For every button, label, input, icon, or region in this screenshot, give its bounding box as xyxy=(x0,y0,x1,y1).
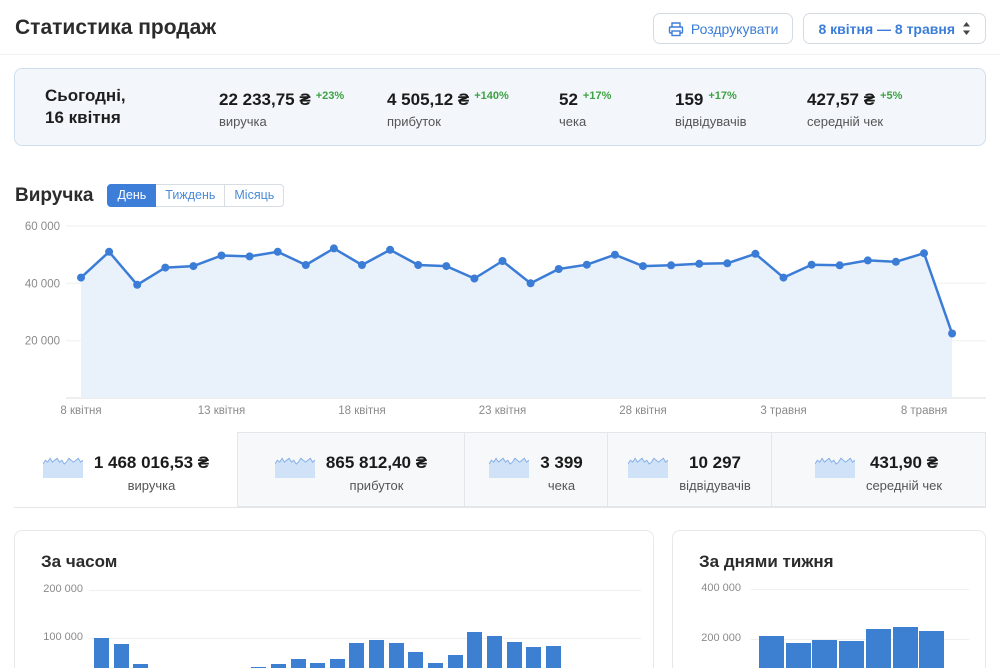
sparkline-icon xyxy=(814,457,855,478)
bar xyxy=(310,663,326,668)
bar xyxy=(865,629,891,668)
bar xyxy=(349,643,365,668)
bar xyxy=(892,627,918,668)
period-segmented-control: День Тиждень Місяць xyxy=(107,184,285,207)
bar xyxy=(251,666,267,668)
bar xyxy=(113,643,129,668)
bar xyxy=(408,652,424,668)
bar xyxy=(487,635,502,668)
today-metric-receipts: 52 +17% чека xyxy=(559,89,612,129)
y-axis-label: 200 000 xyxy=(701,632,741,644)
bar xyxy=(270,664,286,668)
revenue-section-title: Виручка xyxy=(15,184,94,206)
by-hour-card: За часом 200 000 100 000 xyxy=(14,530,654,668)
bar xyxy=(919,631,945,668)
bar xyxy=(94,638,109,668)
bar xyxy=(447,654,463,668)
today-metric-revenue: 22 233,75 ₴ +23% виручка xyxy=(219,89,345,129)
delta-badge: +5% xyxy=(880,89,903,102)
svg-text:13 квітня: 13 квітня xyxy=(198,405,246,417)
sparkline-icon xyxy=(489,457,530,478)
bar xyxy=(839,641,865,668)
svg-text:3 травня: 3 травня xyxy=(760,405,806,417)
today-metric-visitors: 159 +17% відвідувачів xyxy=(675,89,747,129)
gridline xyxy=(751,639,969,640)
svg-text:8 травня: 8 травня xyxy=(901,405,947,417)
period-tab-day[interactable]: День xyxy=(107,184,157,207)
summary-tab-revenue[interactable]: 1 468 016,53 ₴ виручка xyxy=(14,432,238,507)
gridline xyxy=(89,590,641,591)
sparkline-icon xyxy=(42,457,83,478)
svg-text:40 000: 40 000 xyxy=(25,278,60,290)
sparkline-icon xyxy=(628,457,669,478)
revenue-line-chart: 60 000 40 000 20 000 8 квітня 13 квітня 18 кв… xyxy=(25,221,986,417)
summary-tab-profit[interactable]: 865 812,40 ₴ прибуток xyxy=(237,432,465,507)
sparkline-icon xyxy=(274,457,315,478)
delta-badge: +17% xyxy=(582,89,612,102)
delta-badge: +17% xyxy=(708,89,737,102)
by-weekday-card: За днями тижня 400 000 200 000 xyxy=(672,530,986,668)
bar xyxy=(785,642,811,668)
header-actions: Роздрукувати 8 квітня — 8 травня xyxy=(652,13,986,44)
bar xyxy=(329,658,345,668)
svg-text:8 квітня: 8 квітня xyxy=(60,405,101,417)
bar xyxy=(428,662,443,668)
gridline xyxy=(89,638,641,639)
svg-text:18 квітня: 18 квітня xyxy=(338,405,386,417)
print-label: Роздрукувати xyxy=(690,20,779,37)
by-weekday-title: За днями тижня xyxy=(699,552,834,571)
delta-badge: +23% xyxy=(315,89,345,102)
page-title: Статистика продаж xyxy=(15,16,217,39)
period-tab-month[interactable]: Місяць xyxy=(225,184,285,207)
summary-tabs: 1 468 016,53 ₴ виручка 865 812,40 ₴ прибут… xyxy=(14,432,986,508)
delta-badge: +140% xyxy=(474,89,509,102)
today-metric-average-check: 427,57 ₴ +5% середній чек xyxy=(807,89,903,129)
svg-text:23 квітня: 23 квітня xyxy=(479,405,527,417)
printer-icon xyxy=(668,21,684,37)
bar xyxy=(812,639,838,668)
today-panel: Сьогодні, 16 квітня 22 233,75 ₴ +23% виру… xyxy=(14,68,986,146)
date-range-button[interactable]: 8 квітня — 8 травня xyxy=(803,13,986,44)
gridline xyxy=(751,589,969,590)
bar xyxy=(759,635,784,668)
date-range-label: 8 квітня — 8 травня xyxy=(818,20,955,37)
header-divider xyxy=(0,54,1000,55)
bar xyxy=(133,663,149,668)
bar xyxy=(526,646,542,668)
today-date-label: Сьогодні, 16 квітня xyxy=(45,86,126,127)
bar xyxy=(467,631,483,668)
by-hour-title: За часом xyxy=(41,552,118,571)
svg-text:20 000: 20 000 xyxy=(25,336,60,348)
print-button[interactable]: Роздрукувати xyxy=(652,13,794,44)
sort-arrows-icon xyxy=(962,21,971,36)
y-axis-label: 400 000 xyxy=(701,582,741,594)
by-hour-bar-chart xyxy=(94,581,654,668)
svg-text:60 000: 60 000 xyxy=(25,221,60,233)
today-metric-profit: 4 505,12 ₴ +140% прибуток xyxy=(387,89,509,129)
svg-text:28 квітня: 28 квітня xyxy=(619,405,667,417)
y-axis-label: 200 000 xyxy=(43,583,83,595)
bar xyxy=(388,642,404,668)
by-weekday-bar-chart xyxy=(759,581,959,668)
summary-tab-receipts[interactable]: 3 399 чека xyxy=(464,432,608,507)
summary-tab-visitors[interactable]: 10 297 відвідувачів xyxy=(607,432,772,507)
summary-tab-average-check[interactable]: 431,90 ₴ середній чек xyxy=(771,432,986,507)
bar xyxy=(369,640,385,668)
period-tab-week[interactable]: Тиждень xyxy=(156,184,226,207)
bar xyxy=(545,645,561,668)
y-axis-label: 100 000 xyxy=(43,631,83,643)
bar xyxy=(290,658,306,668)
bar xyxy=(506,641,522,668)
